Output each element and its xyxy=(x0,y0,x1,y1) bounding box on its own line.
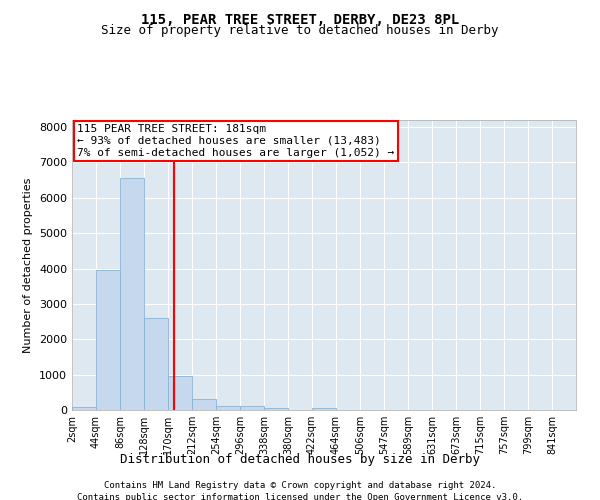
Bar xyxy=(240,406,263,410)
Text: 115 PEAR TREE STREET: 181sqm
← 93% of detached houses are smaller (13,483)
7% of: 115 PEAR TREE STREET: 181sqm ← 93% of de… xyxy=(77,124,394,158)
Bar xyxy=(144,318,167,410)
Bar xyxy=(96,270,119,410)
Bar xyxy=(192,399,215,410)
Text: Size of property relative to detached houses in Derby: Size of property relative to detached ho… xyxy=(101,24,499,37)
Bar xyxy=(120,178,143,410)
Y-axis label: Number of detached properties: Number of detached properties xyxy=(23,178,34,352)
Bar xyxy=(264,408,287,410)
Bar xyxy=(72,408,95,410)
Bar xyxy=(312,408,335,410)
Text: Distribution of detached houses by size in Derby: Distribution of detached houses by size … xyxy=(120,452,480,466)
Text: Contains public sector information licensed under the Open Government Licence v3: Contains public sector information licen… xyxy=(77,492,523,500)
Bar xyxy=(168,376,191,410)
Text: Contains HM Land Registry data © Crown copyright and database right 2024.: Contains HM Land Registry data © Crown c… xyxy=(104,481,496,490)
Bar xyxy=(216,406,239,410)
Text: 115, PEAR TREE STREET, DERBY, DE23 8PL: 115, PEAR TREE STREET, DERBY, DE23 8PL xyxy=(141,12,459,26)
